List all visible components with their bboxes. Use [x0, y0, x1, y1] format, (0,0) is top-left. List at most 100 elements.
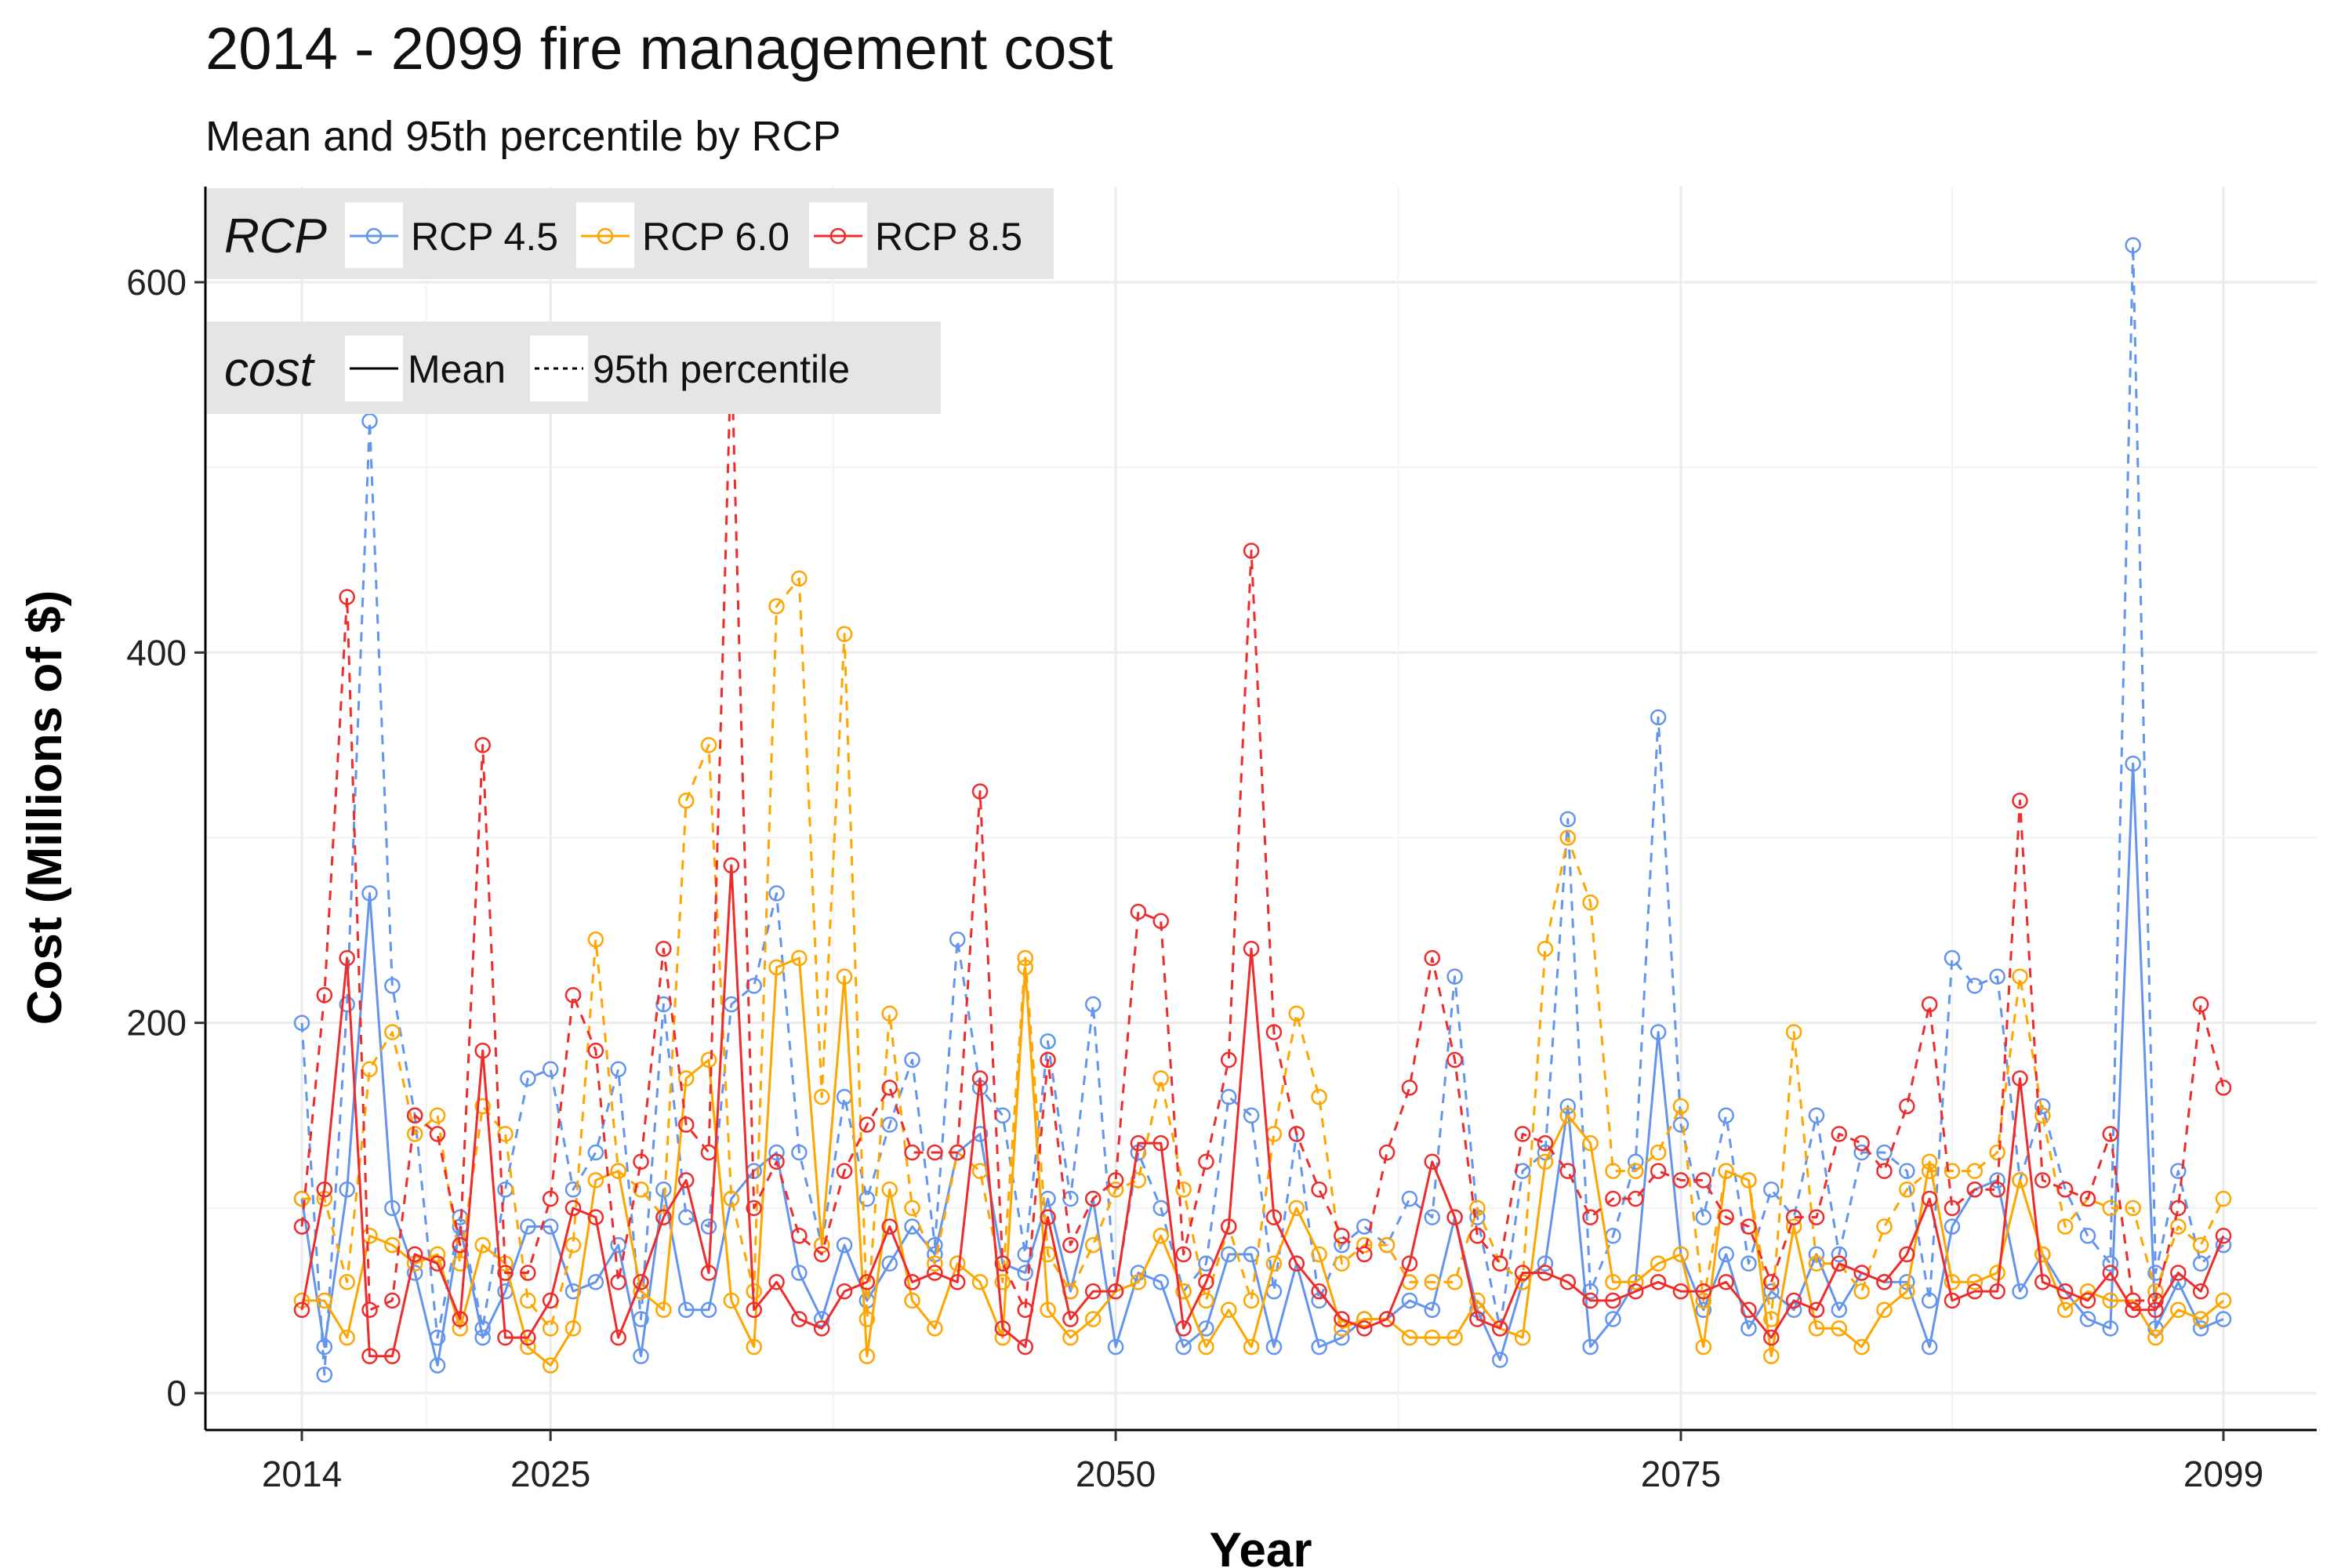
point-rcp-8-5-mean-2076 [1695, 1283, 1712, 1300]
point-rcp-4-5-mean-2026 [564, 1283, 582, 1300]
point-rcp-6-0-mean-2031 [677, 1070, 695, 1087]
point-rcp-4-5-mean-2059 [1311, 1338, 1327, 1356]
y-axis-label: Cost (Millions of $) [18, 590, 72, 1025]
point-rcp-8-5-mean-2053 [1175, 1320, 1192, 1337]
point-rcp-6-0-mean-2049 [1084, 1311, 1102, 1327]
point-rcp-6-0-95th-percentile-2054 [1198, 1292, 1214, 1309]
point-rcp-4-5-mean-2055 [1220, 1246, 1237, 1263]
point-rcp-8-5-95th-percentile-2020 [429, 1126, 446, 1142]
point-rcp-4-5-95th-percentile-2034 [746, 978, 762, 994]
x-axis-label: Year [1209, 1523, 1312, 1568]
point-rcp-6-0-95th-percentile-2020 [429, 1107, 446, 1123]
point-rcp-4-5-95th-percentile-2078 [1740, 1255, 1757, 1272]
point-rcp-4-5-95th-percentile-2074 [1650, 709, 1667, 726]
point-rcp-4-5-95th-percentile-2020 [429, 1329, 446, 1346]
point-rcp-8-5-mean-2052 [1152, 1134, 1169, 1152]
point-rcp-6-0-mean-2080 [1785, 1218, 1802, 1235]
point-rcp-8-5-mean-2067 [1492, 1320, 1508, 1337]
point-rcp-8-5-mean-2035 [768, 1274, 785, 1290]
point-rcp-8-5-mean-2038 [836, 1283, 853, 1300]
point-rcp-6-0-mean-2053 [1175, 1283, 1192, 1300]
point-rcp-6-0-mean-2064 [1424, 1329, 1441, 1346]
point-rcp-6-0-mean-2096 [2147, 1329, 2164, 1346]
point-rcp-4-5-95th-percentile-2084 [1876, 1144, 1893, 1161]
point-rcp-8-5-95th-percentile-2045 [994, 1255, 1011, 1272]
point-rcp-6-0-mean-2068 [1514, 1329, 1531, 1346]
point-rcp-4-5-mean-2032 [700, 1301, 717, 1318]
point-rcp-6-0-95th-percentile-2052 [1152, 1070, 1169, 1087]
point-rcp-6-0-mean-2018 [384, 1236, 401, 1254]
point-rcp-4-5-95th-percentile-2079 [1763, 1181, 1780, 1198]
x-tick-label-2075: 2075 [1641, 1454, 1721, 1494]
point-rcp-6-0-mean-2059 [1311, 1246, 1327, 1263]
point-rcp-8-5-mean-2055 [1220, 1218, 1237, 1235]
point-rcp-4-5-95th-percentile-2070 [1559, 811, 1577, 828]
point-rcp-4-5-95th-percentile-2098 [2192, 1255, 2209, 1272]
point-rcp-6-0-mean-2041 [904, 1292, 920, 1309]
point-rcp-6-0-mean-2097 [2170, 1301, 2187, 1318]
x-tick-label-2099: 2099 [2183, 1454, 2263, 1494]
point-rcp-8-5-mean-2088 [1966, 1283, 1984, 1300]
point-rcp-6-0-95th-percentile-2033 [723, 1190, 740, 1207]
point-rcp-8-5-95th-percentile-2071 [1582, 1209, 1599, 1225]
y-axis-ticks: 0 200 400 600 [126, 262, 205, 1414]
point-rcp-6-0-95th-percentile-2094 [2102, 1200, 2119, 1217]
point-rcp-4-5-mean-2069 [1537, 1255, 1554, 1272]
point-rcp-6-0-mean-2063 [1401, 1329, 1418, 1346]
point-rcp-8-5-mean-2062 [1378, 1311, 1396, 1327]
point-rcp-6-0-95th-percentile-2074 [1650, 1144, 1667, 1161]
point-rcp-8-5-95th-percentile-2029 [633, 1153, 649, 1171]
point-rcp-8-5-mean-2072 [1605, 1292, 1621, 1309]
point-rcp-6-0-mean-2076 [1695, 1338, 1712, 1356]
point-rcp-8-5-95th-percentile-2075 [1672, 1172, 1690, 1189]
point-rcp-8-5-mean-2084 [1876, 1274, 1893, 1290]
point-rcp-8-5-95th-percentile-2052 [1152, 913, 1169, 930]
point-rcp-8-5-95th-percentile-2072 [1605, 1190, 1621, 1207]
point-rcp-4-5-mean-2053 [1175, 1338, 1192, 1356]
point-rcp-4-5-95th-percentile-2018 [384, 978, 401, 994]
point-rcp-6-0-mean-2042 [927, 1320, 943, 1337]
point-rcp-6-0-95th-percentile-2029 [633, 1181, 649, 1198]
point-rcp-6-0-mean-2092 [2056, 1301, 2074, 1318]
point-rcp-6-0-95th-percentile-2085 [1899, 1181, 1915, 1198]
point-rcp-4-5-95th-percentile-2075 [1672, 1116, 1690, 1133]
point-rcp-6-0-95th-percentile-2069 [1537, 940, 1554, 957]
point-rcp-6-0-mean-2066 [1469, 1292, 1486, 1309]
point-rcp-8-5-95th-percentile-2077 [1718, 1209, 1734, 1225]
point-rcp-4-5-95th-percentile-2081 [1808, 1107, 1825, 1123]
point-rcp-8-5-mean-2092 [2056, 1283, 2074, 1300]
point-rcp-8-5-95th-percentile-2056 [1243, 543, 1260, 559]
legend-label-rcp-6-0: RCP 6.0 [642, 215, 789, 259]
point-rcp-6-0-95th-percentile-2081 [1808, 1255, 1825, 1272]
point-rcp-8-5-mean-2065 [1446, 1209, 1463, 1225]
point-rcp-8-5-mean-2026 [564, 1200, 582, 1217]
point-rcp-4-5-mean-2090 [2012, 1283, 2028, 1300]
point-rcp-6-0-95th-percentile-2041 [904, 1200, 920, 1217]
point-rcp-6-0-mean-2058 [1288, 1200, 1305, 1217]
point-rcp-8-5-95th-percentile-2087 [1944, 1200, 1961, 1217]
point-rcp-4-5-mean-2027 [587, 1274, 604, 1290]
point-rcp-6-0-mean-2051 [1130, 1274, 1147, 1290]
point-rcp-6-0-95th-percentile-2053 [1175, 1181, 1192, 1198]
chart-title: 2014 - 2099 fire management cost [205, 16, 1113, 82]
point-rcp-4-5-95th-percentile-2036 [791, 1144, 808, 1161]
point-rcp-8-5-mean-2041 [904, 1274, 920, 1290]
point-rcp-8-5-95th-percentile-2089 [1989, 1181, 2005, 1198]
point-rcp-6-0-95th-percentile-2022 [474, 1098, 491, 1115]
point-rcp-4-5-mean-2074 [1650, 1024, 1667, 1040]
point-rcp-4-5-mean-2095 [2125, 755, 2141, 772]
point-rcp-8-5-mean-2063 [1401, 1255, 1418, 1272]
point-rcp-8-5-mean-2051 [1130, 1134, 1147, 1152]
point-rcp-4-5-mean-2035 [768, 1144, 785, 1161]
point-rcp-8-5-mean-2021 [452, 1311, 469, 1327]
point-rcp-6-0-95th-percentile-2075 [1672, 1098, 1690, 1115]
point-rcp-8-5-mean-2057 [1265, 1209, 1283, 1225]
point-rcp-8-5-95th-percentile-2025 [542, 1190, 559, 1207]
series-rcp-4-5-mean [293, 755, 2232, 1374]
point-rcp-8-5-mean-2017 [361, 1348, 378, 1365]
point-rcp-6-0-95th-percentile-2027 [587, 931, 604, 948]
legend-rcp: RCP RCP 4.5 RCP 6.0 RCP 8.5 [207, 188, 1054, 279]
point-rcp-8-5-95th-percentile-2047 [1040, 1051, 1056, 1069]
point-rcp-4-5-mean-2050 [1107, 1338, 1124, 1356]
point-rcp-6-0-mean-2088 [1966, 1274, 1984, 1290]
